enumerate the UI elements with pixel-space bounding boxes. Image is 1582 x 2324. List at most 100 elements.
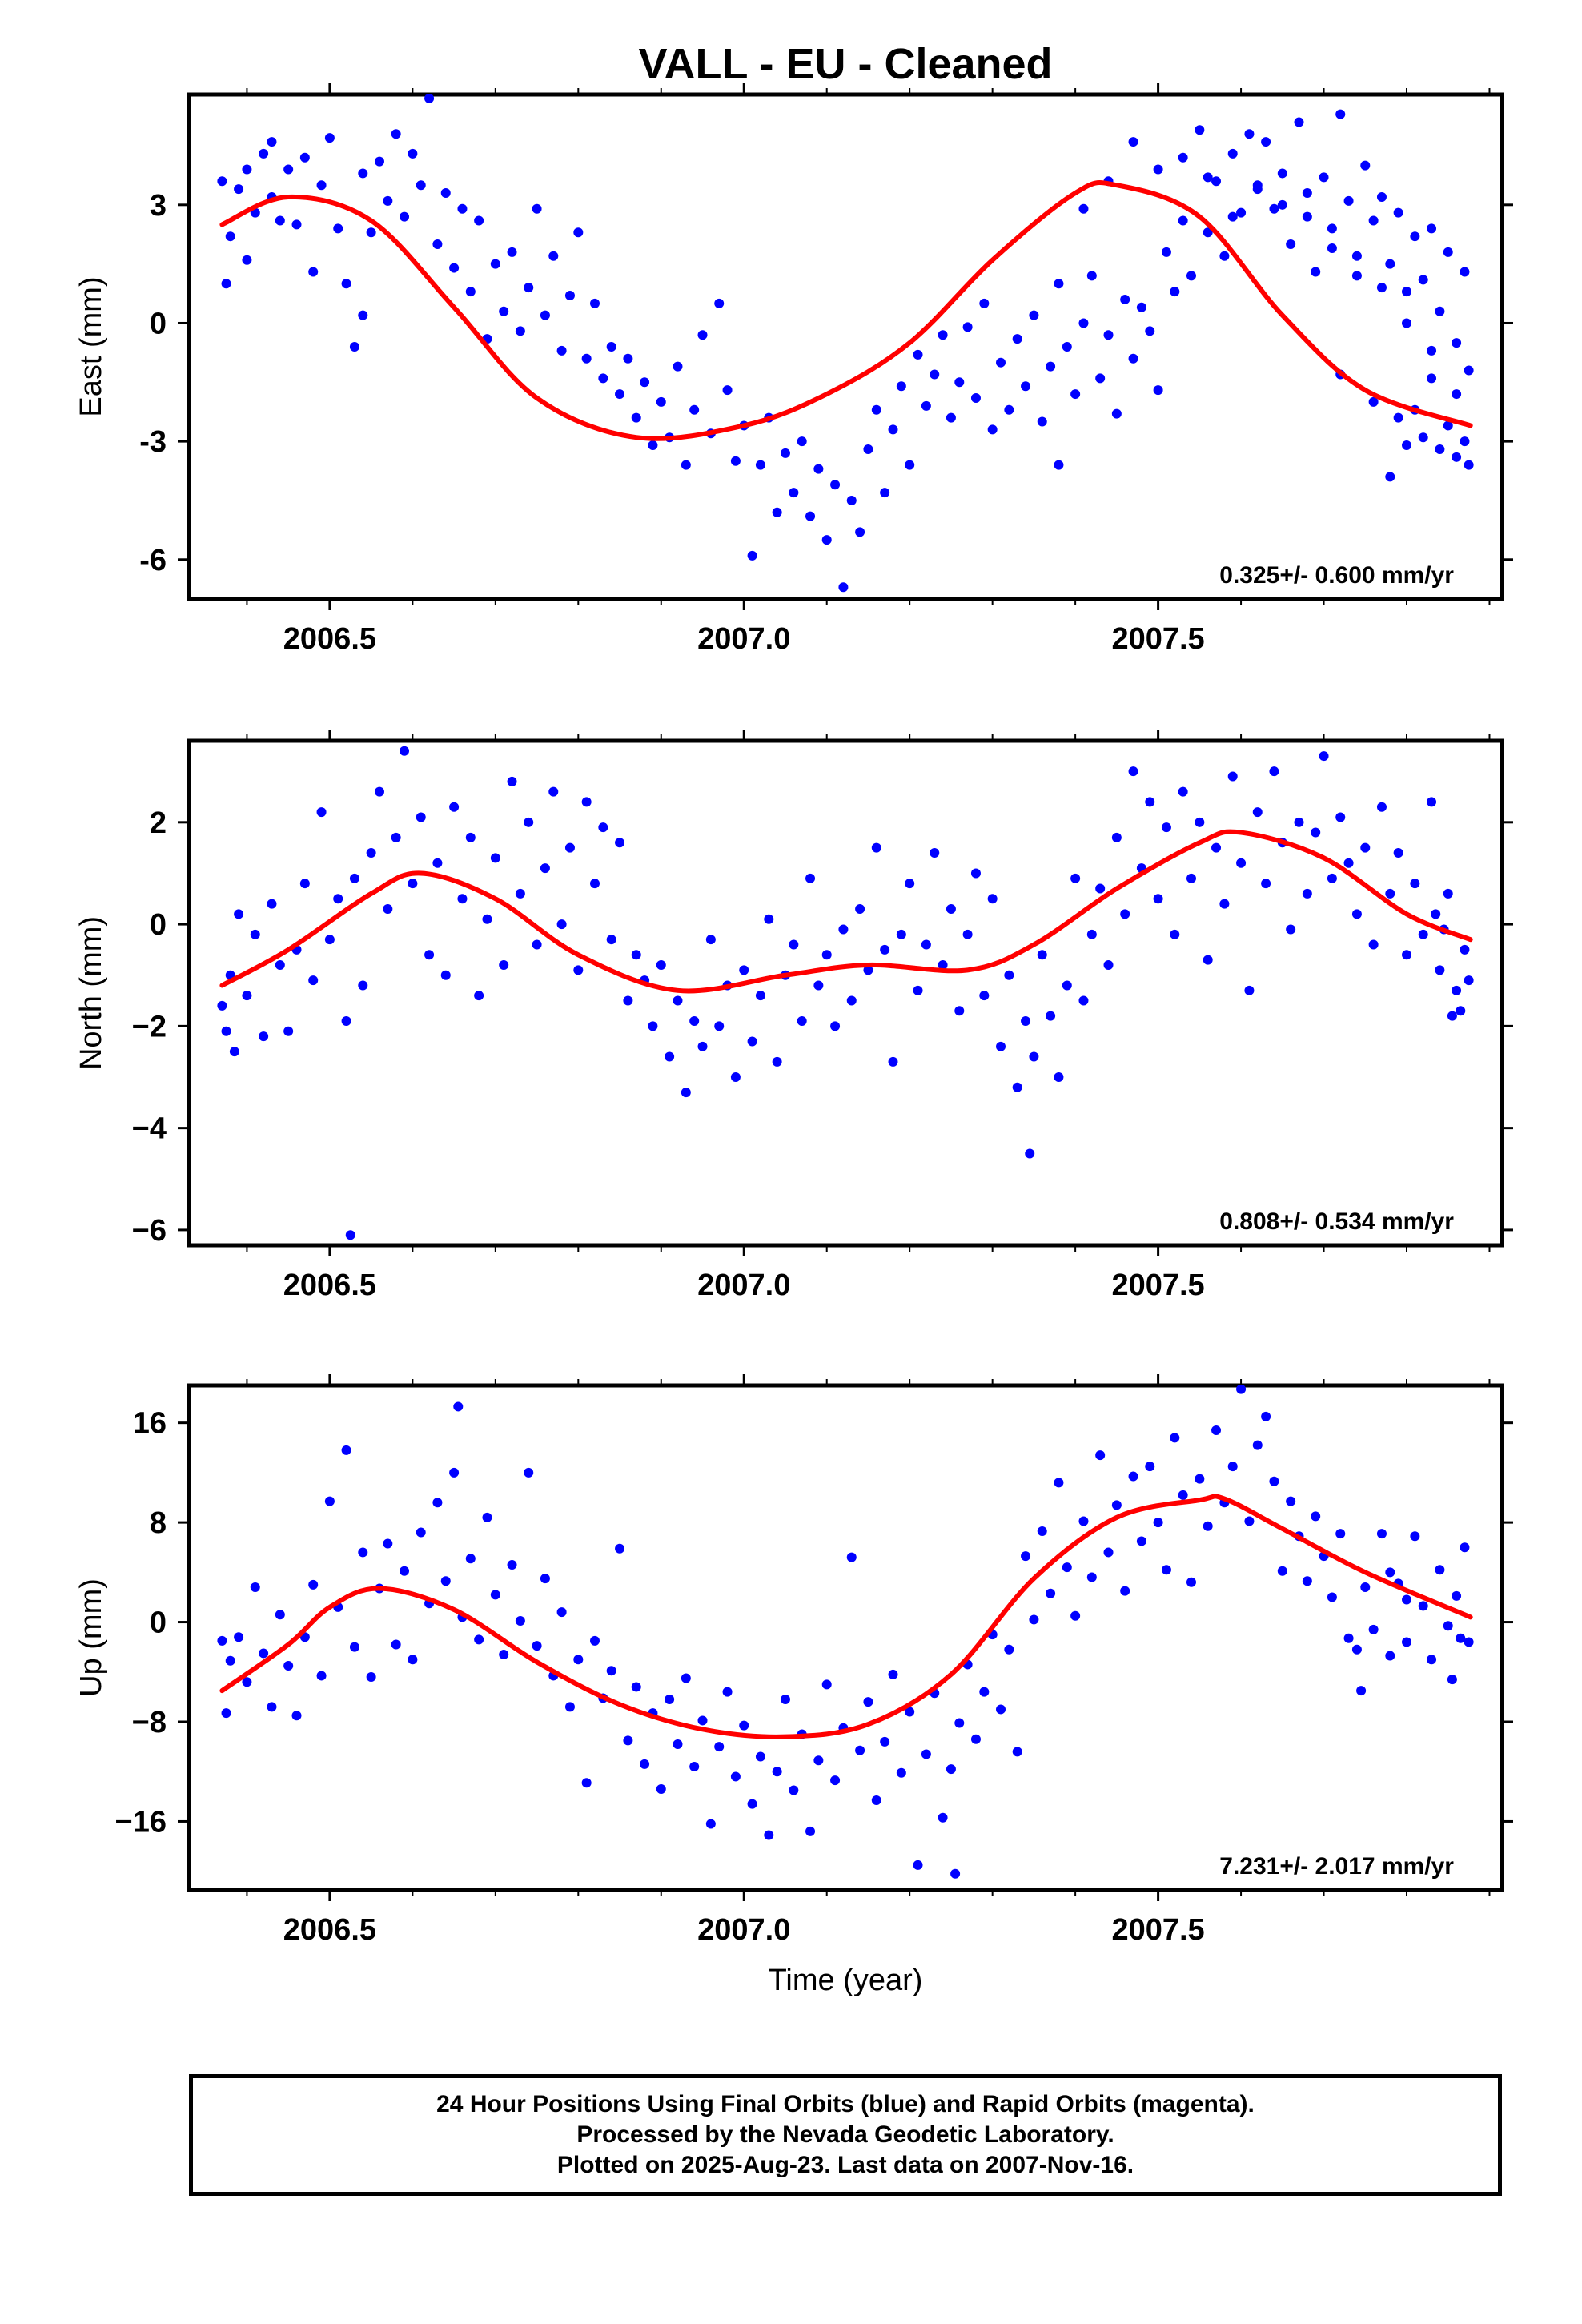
data-point bbox=[656, 396, 666, 407]
data-point bbox=[615, 838, 625, 848]
data-point bbox=[234, 909, 244, 919]
data-point bbox=[267, 899, 277, 909]
data-point bbox=[1435, 444, 1445, 454]
data-point bbox=[242, 164, 252, 175]
data-point bbox=[1319, 172, 1329, 183]
data-point bbox=[640, 1759, 650, 1769]
data-point bbox=[1062, 980, 1072, 991]
data-point bbox=[1351, 251, 1362, 261]
data-point bbox=[283, 164, 294, 175]
data-point bbox=[1452, 452, 1462, 462]
data-point bbox=[789, 488, 799, 498]
data-point bbox=[416, 180, 426, 191]
footer-line-2: Processed by the Nevada Geodetic Laborat… bbox=[576, 2121, 1114, 2148]
data-point bbox=[1203, 1521, 1213, 1531]
data-point bbox=[705, 935, 716, 945]
data-point bbox=[1427, 223, 1437, 234]
data-point bbox=[1335, 1529, 1346, 1539]
data-point bbox=[1456, 1006, 1466, 1016]
data-point bbox=[1356, 1686, 1367, 1696]
x-tick-label: 2006.5 bbox=[283, 1269, 376, 1302]
data-point bbox=[1054, 460, 1064, 470]
data-point bbox=[564, 1702, 575, 1712]
x-axis-label: Time (year) bbox=[769, 1964, 923, 1997]
data-point bbox=[1447, 1675, 1457, 1685]
data-point bbox=[846, 995, 857, 1006]
data-point bbox=[962, 929, 973, 939]
data-point bbox=[1136, 1536, 1146, 1546]
data-point bbox=[1418, 1601, 1428, 1611]
data-point bbox=[722, 1687, 733, 1697]
data-point bbox=[383, 195, 393, 206]
data-point bbox=[681, 1673, 691, 1683]
data-point bbox=[747, 1036, 757, 1047]
data-point bbox=[1025, 1148, 1035, 1159]
data-point bbox=[234, 184, 244, 195]
data-point bbox=[1086, 1572, 1097, 1582]
data-point bbox=[705, 1819, 716, 1829]
data-point bbox=[764, 914, 774, 924]
data-point bbox=[954, 1006, 965, 1016]
data-point bbox=[714, 1021, 725, 1031]
data-point bbox=[880, 488, 890, 498]
data-point bbox=[548, 786, 559, 797]
data-point bbox=[946, 412, 956, 423]
data-point bbox=[1464, 975, 1474, 986]
data-point bbox=[333, 894, 343, 904]
data-point bbox=[383, 1538, 393, 1549]
data-point bbox=[755, 1751, 765, 1762]
data-point bbox=[1070, 873, 1081, 883]
data-point bbox=[813, 1755, 824, 1766]
data-point bbox=[1427, 1655, 1437, 1665]
data-point bbox=[548, 251, 559, 261]
data-point bbox=[1443, 247, 1453, 257]
data-point bbox=[896, 929, 906, 939]
data-point bbox=[1385, 1567, 1395, 1578]
data-point bbox=[391, 129, 401, 139]
data-point bbox=[374, 156, 384, 167]
data-point bbox=[507, 1560, 517, 1570]
data-point bbox=[366, 848, 376, 858]
data-point bbox=[1029, 1614, 1039, 1625]
data-point bbox=[1004, 970, 1014, 980]
data-point bbox=[846, 1552, 857, 1562]
data-point bbox=[996, 1704, 1006, 1715]
data-point bbox=[1464, 365, 1474, 376]
data-point bbox=[747, 1799, 757, 1809]
data-point bbox=[697, 330, 708, 340]
data-point bbox=[1211, 176, 1222, 187]
data-point bbox=[1385, 472, 1395, 482]
data-point bbox=[1376, 191, 1387, 202]
data-point bbox=[590, 879, 600, 889]
data-point bbox=[1046, 361, 1056, 372]
data-point bbox=[1046, 1588, 1056, 1598]
data-point bbox=[623, 353, 633, 364]
data-point bbox=[1128, 1471, 1138, 1482]
data-point bbox=[1427, 345, 1437, 356]
data-point bbox=[1012, 334, 1022, 344]
data-point bbox=[938, 330, 948, 340]
data-point bbox=[855, 904, 865, 914]
data-point bbox=[358, 980, 368, 991]
data-point bbox=[764, 1830, 774, 1840]
data-point bbox=[515, 1616, 525, 1626]
data-point bbox=[946, 1764, 956, 1775]
data-point bbox=[1464, 1637, 1474, 1647]
data-point bbox=[490, 259, 500, 269]
data-point bbox=[250, 929, 260, 939]
data-point bbox=[1410, 1531, 1420, 1542]
data-point bbox=[453, 1401, 464, 1412]
data-point bbox=[896, 1767, 906, 1778]
data-point bbox=[374, 786, 384, 797]
data-point bbox=[1153, 894, 1163, 904]
data-point bbox=[1062, 342, 1072, 352]
data-point bbox=[606, 1666, 616, 1676]
data-point bbox=[1311, 267, 1321, 277]
data-point bbox=[524, 1467, 534, 1478]
data-point bbox=[615, 1543, 625, 1554]
data-point bbox=[532, 939, 542, 950]
data-point bbox=[871, 1795, 881, 1805]
data-point bbox=[772, 1056, 782, 1067]
data-point bbox=[631, 1682, 641, 1692]
data-point bbox=[665, 1051, 675, 1062]
